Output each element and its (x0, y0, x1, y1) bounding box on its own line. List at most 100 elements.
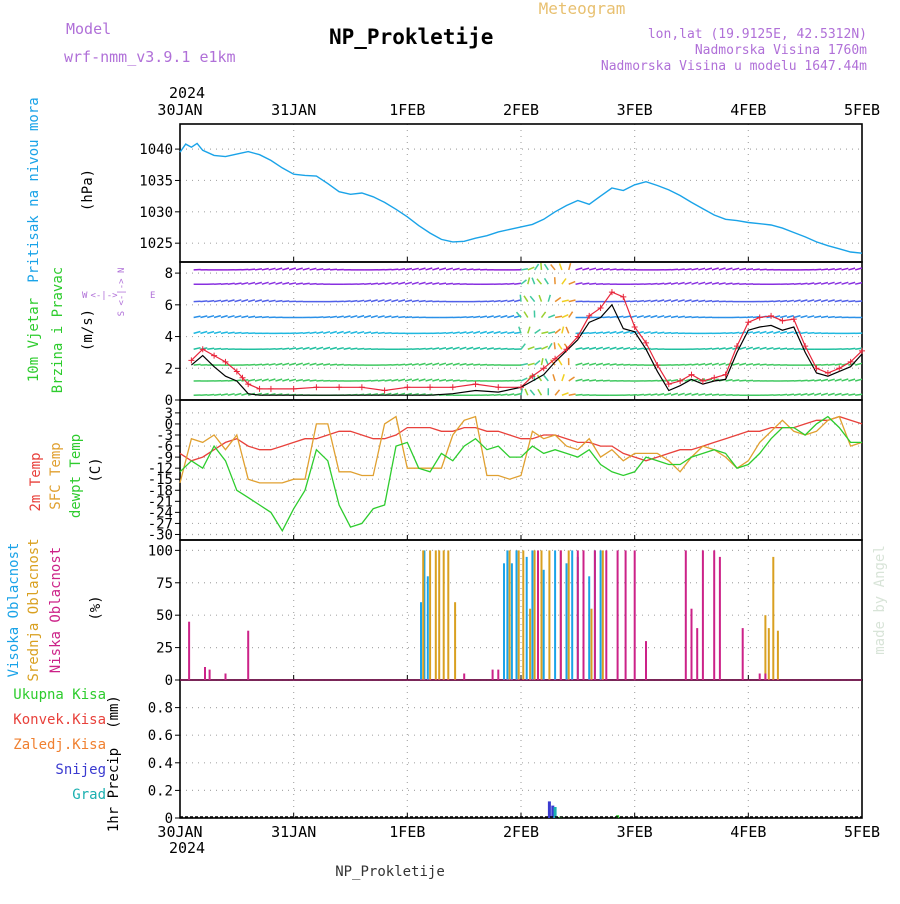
wind-barb (296, 380, 303, 381)
wind-barb (610, 364, 617, 365)
wind-barb (855, 379, 862, 381)
wind-barb (316, 347, 323, 349)
wind-barb (296, 333, 303, 334)
wind-barb (391, 300, 398, 302)
cloud-low-bar (625, 550, 627, 680)
wind-barb (391, 316, 398, 317)
wind-barb (228, 332, 235, 333)
wind-barb (214, 316, 221, 318)
wind-barb (719, 363, 726, 365)
wind-barb (391, 269, 398, 270)
wind-barb (692, 364, 699, 365)
wind-barb (596, 347, 603, 349)
wind-barb (541, 263, 542, 270)
wind-barb (460, 364, 467, 366)
wind-barb (194, 332, 201, 334)
wind-barb (453, 284, 460, 285)
wind-barb (262, 269, 269, 270)
cloud-low-bar (742, 628, 744, 680)
wind-barb (603, 332, 610, 333)
wind-barb (289, 348, 296, 349)
wind-barb (524, 296, 528, 302)
wind-barb (282, 301, 289, 302)
wind-barb (630, 348, 637, 349)
wind-barb (405, 282, 412, 284)
wind-barb (760, 269, 767, 270)
wind-barb (426, 301, 433, 302)
wind-barb (255, 269, 262, 270)
wind-barb (501, 349, 508, 350)
wind-barb (255, 282, 262, 284)
wind-barb (378, 316, 385, 318)
cloud-low-bar (685, 550, 687, 680)
wind-barb (828, 269, 835, 270)
wind-legend: 10m Vjetar (26, 298, 42, 382)
wind-barb (323, 364, 330, 365)
wind-barb (228, 300, 235, 302)
wind-barb (719, 395, 726, 396)
wind-barb (453, 380, 460, 381)
time-tick-top: 30JAN (157, 101, 202, 119)
wind-barb (439, 380, 446, 381)
wind-barb (671, 393, 678, 395)
wind-barb (446, 348, 453, 350)
wind-barb (269, 364, 276, 365)
wind-gust-line (191, 292, 862, 390)
wind-barb (466, 317, 473, 318)
wind-barb (419, 268, 426, 270)
wind-barb (426, 268, 433, 270)
y-tick-label: 2 (165, 361, 173, 377)
wind-barb (801, 394, 808, 396)
wind-barb (344, 301, 351, 302)
wind-barb (821, 316, 828, 317)
wind-barb (460, 332, 467, 333)
wind-barb (453, 347, 460, 349)
wind-barb (371, 283, 378, 284)
wind-barb (385, 283, 392, 285)
wind-barb (282, 268, 289, 270)
y-tick-label: 6 (165, 298, 173, 314)
wind-barb (569, 263, 571, 270)
precip-axis-unit: (mm) (106, 695, 122, 729)
wind-barb (698, 268, 705, 270)
panel-frame-pressure (180, 124, 862, 262)
wind-barb (514, 300, 521, 302)
wind-barb (316, 380, 323, 381)
wind-barb (801, 300, 808, 302)
wind-barb (528, 267, 534, 270)
wind-barb (473, 364, 480, 365)
cloud-low-bar (719, 557, 721, 680)
wind-barb (520, 295, 521, 302)
wind-barb (487, 316, 494, 318)
wind-barb (214, 300, 221, 301)
wind-barb (582, 348, 589, 350)
wind-barb (316, 364, 323, 366)
wind-barb (453, 332, 460, 333)
wind-barb (228, 316, 235, 318)
wind-barb (351, 332, 358, 334)
wind-barb (466, 332, 473, 334)
gust-marker (404, 384, 410, 390)
cloud-low-bar (594, 550, 596, 680)
y-tick-label: 1035 (139, 173, 173, 189)
cloud-high-bar (554, 550, 556, 680)
wind-barb (432, 379, 439, 381)
wind-barb (698, 364, 705, 366)
wind-barb (794, 316, 801, 318)
wind-barb (398, 269, 405, 270)
wind-barb (664, 333, 671, 334)
wind-barb (412, 364, 419, 365)
wind-barb (644, 300, 651, 301)
wind-barb (535, 264, 539, 270)
wind-barb (566, 327, 569, 333)
wind-barb (357, 349, 364, 350)
wind-barb (364, 284, 371, 285)
wind-barb (228, 283, 235, 284)
wind-barb (323, 317, 330, 318)
wind-barb (651, 394, 658, 395)
wind-barb (214, 394, 221, 395)
compass-sn: S <-|-> N (117, 268, 127, 317)
wind-barb (385, 333, 392, 334)
wind-barb (391, 365, 398, 366)
